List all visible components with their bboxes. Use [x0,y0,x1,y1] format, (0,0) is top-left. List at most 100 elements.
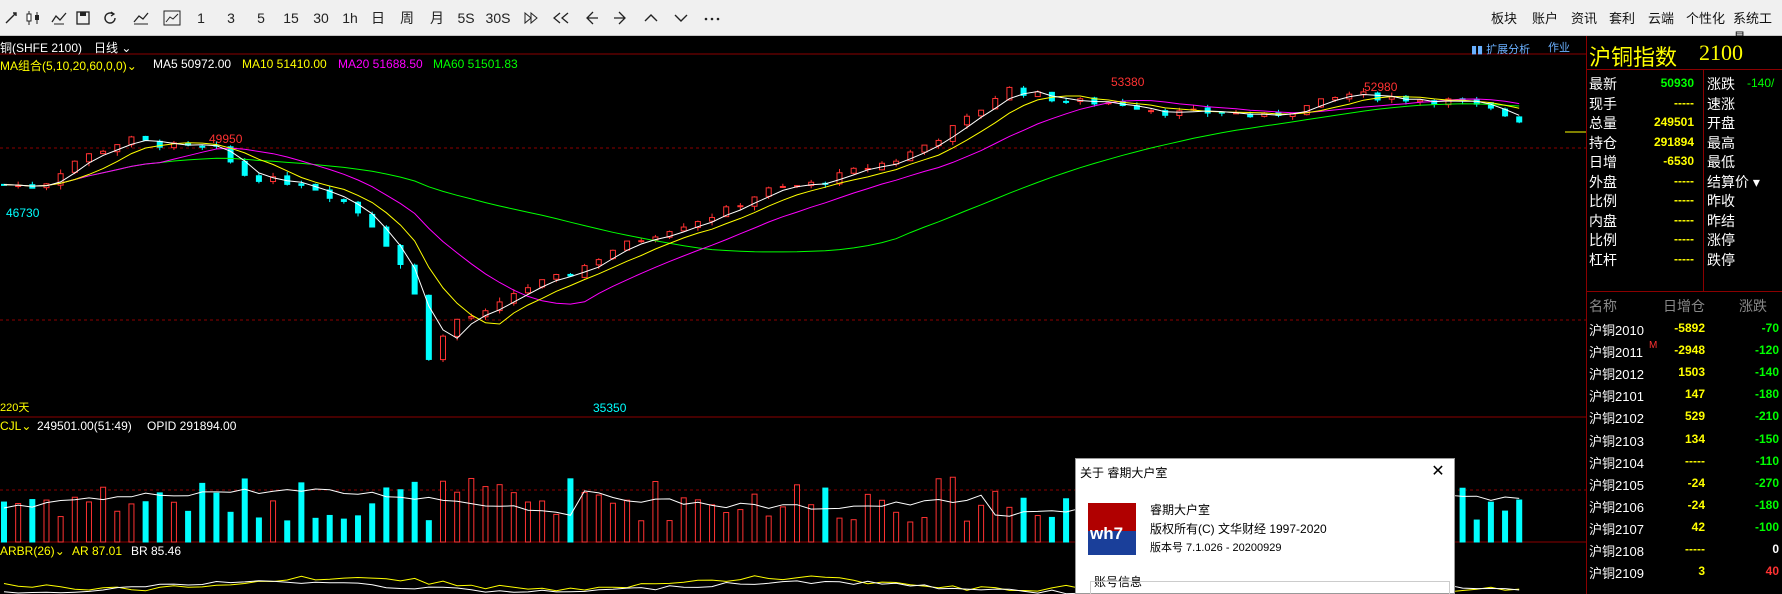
symbol-label[interactable]: 铜(SHFE 2100) [0,41,83,55]
draw-tool-icon[interactable] [2,6,20,30]
ma-group-label[interactable]: MA组合(5,10,20,60,0,0)⌄ [0,57,137,74]
period-3min[interactable]: 3 [227,10,235,26]
quote-value: ----- [1674,193,1694,207]
menu-news[interactable]: 资讯 [1571,11,1598,26]
candle [737,205,744,208]
period-5sec[interactable]: 5S [457,10,475,26]
volume-bar [199,482,206,543]
candle [1006,86,1013,101]
period-30min[interactable]: 30 [313,10,329,26]
zoom-in-icon[interactable] [521,6,541,30]
candle [383,226,390,247]
volume-bar [638,520,645,543]
candle [595,259,602,266]
volume-bar [43,499,50,543]
ma-lines [3,90,1520,339]
candle [624,240,631,251]
volume-bar [454,491,461,543]
period-day[interactable]: 日 [371,10,385,26]
menu-cloud[interactable]: 云端 [1648,11,1675,26]
period-month[interactable]: 月 [430,10,444,26]
contract-row[interactable]: 沪铜2103 134 -150 [1587,429,1782,451]
contract-row[interactable]: 沪铜2109 3 40 [1587,561,1782,583]
period-label: 日线 [94,41,119,55]
contract-name: 沪铜2106 [1589,499,1644,515]
quote-value: 50930 [1660,76,1694,90]
contract-row[interactable]: 沪铜2010 -5892 -70 [1587,318,1782,340]
ext-right-button[interactable]: 作业 [1548,42,1570,54]
refresh-icon[interactable] [100,6,120,30]
contract-row[interactable]: 沪铜2102 529 -210 [1587,406,1782,428]
volume-indicator-selector[interactable]: CJL⌄ [0,419,31,433]
volume-bar [921,517,928,543]
list-header-change[interactable]: 涨跌 [1739,298,1767,314]
contract-row[interactable]: 沪铜2012 1503 -140 [1587,362,1782,384]
volume-bar [1034,515,1041,543]
quote-label: 最低 [1707,154,1735,170]
menu-sector[interactable]: 板块 [1491,11,1518,26]
contract-change: -180 [1754,497,1779,512]
trend-tool-icon[interactable] [130,6,152,30]
period-selector[interactable]: 日线 ⌄ [94,39,131,56]
candle [298,183,305,186]
period-1min[interactable]: 1 [197,10,205,26]
ext-analysis-button[interactable]: ▮▮ 扩展分析 [1471,41,1530,57]
arrow-left-icon[interactable] [581,6,601,30]
candle [751,196,758,207]
volume-bar [411,481,418,543]
candle [85,153,92,163]
list-header-name[interactable]: 名称 [1589,298,1617,314]
copyright-text: 版权所有(C) 文华财经 1997-2020 [1150,522,1327,536]
menu-account[interactable]: 账户 [1532,11,1559,26]
quote-label: 昨收 [1707,193,1735,209]
menu-arbitrage[interactable]: 套利 [1609,11,1636,26]
more-icon[interactable] [701,6,723,30]
quote-label: 涨停 [1707,232,1735,248]
candlestick-icon[interactable] [22,6,44,30]
candle [1516,116,1523,123]
quote-label: 比例 [1589,193,1617,209]
arbr-indicator-selector[interactable]: ARBR(26)⌄ [0,544,65,558]
contract-oi-change: 3 [1698,564,1705,579]
contract-row[interactable]: 沪铜2108 ----- 0 [1587,539,1782,561]
list-header-oi[interactable]: 日增仓 [1663,298,1705,314]
contract-row[interactable]: 沪铜2106 -24 -180 [1587,495,1782,517]
indicator-icon[interactable] [48,6,70,30]
contract-name: 沪铜2103 [1589,433,1644,449]
contract-row[interactable]: 沪铜2104 ----- -110 [1587,451,1782,473]
volume-bar [170,501,177,543]
chevron-down-icon[interactable] [671,6,691,30]
save-icon[interactable] [73,6,93,30]
chart-window-icon[interactable] [161,6,183,30]
contract-name: 沪铜2011 [1589,345,1643,361]
period-5min[interactable]: 5 [257,10,265,26]
candle [779,185,786,188]
candle [1332,97,1339,101]
candle [921,144,928,153]
ma5-value: MA5 50972.00 [153,57,232,71]
period-week[interactable]: 周 [400,10,414,26]
close-icon[interactable]: ✕ [1431,463,1445,480]
candle [553,274,560,280]
volume-bar [1020,497,1027,543]
contract-row[interactable]: 沪铜2107 42 -100 [1587,517,1782,539]
quote-value: 291894 [1653,134,1694,149]
volume-bar [595,494,602,543]
zoom-out-icon[interactable] [551,6,571,30]
period-1hour[interactable]: 1h [342,10,358,26]
period-30sec[interactable]: 30S [485,10,511,26]
menu-personalize[interactable]: 个性化 [1686,11,1726,26]
divider [1587,291,1782,292]
contract-name: 沪铜2108 [1589,544,1644,559]
contract-row[interactable]: 沪铜2101 147 -180 [1587,384,1782,406]
logo-text: wh7 [1089,524,1123,543]
quote-label[interactable]: 结算价 ▾ [1707,173,1760,190]
candle [270,176,277,183]
chevron-up-icon[interactable] [641,6,661,30]
candle [1317,98,1324,108]
contract-row[interactable]: 沪铜2011 M -2948 -120 [1587,340,1782,362]
contract-row[interactable]: 沪铜2105 -24 -270 [1587,473,1782,495]
period-15min[interactable]: 15 [283,10,299,26]
arrow-right-icon[interactable] [611,6,631,30]
quote-label: 跌停 [1707,251,1735,268]
